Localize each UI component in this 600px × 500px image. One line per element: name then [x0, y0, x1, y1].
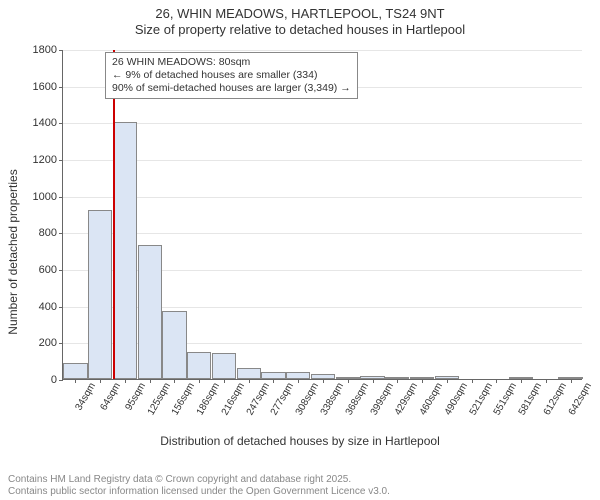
title-line-1: 26, WHIN MEADOWS, HARTLEPOOL, TS24 9NT [0, 6, 600, 22]
y-tick-label: 1800 [17, 44, 63, 56]
x-tick-mark [174, 379, 175, 383]
footer-attribution: Contains HM Land Registry data © Crown c… [8, 474, 390, 498]
histogram-bar [88, 210, 112, 379]
histogram-bar [286, 372, 310, 379]
x-tick-mark [273, 379, 274, 383]
grid-line [63, 123, 582, 124]
y-tick-label: 1600 [17, 81, 63, 93]
grid-line [63, 160, 582, 161]
footer-line-2: Contains public sector information licen… [8, 486, 390, 498]
histogram-bar [237, 368, 261, 379]
histogram-bar [63, 363, 87, 380]
x-tick-mark [249, 379, 250, 383]
x-tick-mark [422, 379, 423, 383]
x-tick-mark [546, 379, 547, 383]
annotation-line: 90% of semi-detached houses are larger (… [112, 82, 351, 95]
x-tick-mark [472, 379, 473, 383]
x-tick-mark [323, 379, 324, 383]
y-tick-label: 400 [17, 301, 63, 313]
y-tick-label: 600 [17, 264, 63, 276]
grid-line [63, 233, 582, 234]
x-tick-mark [75, 379, 76, 383]
x-tick-mark [150, 379, 151, 383]
x-tick-mark [496, 379, 497, 383]
x-tick-mark [100, 379, 101, 383]
x-tick-mark [373, 379, 374, 383]
grid-line [63, 197, 582, 198]
chart-title-block: 26, WHIN MEADOWS, HARTLEPOOL, TS24 9NT S… [0, 0, 600, 39]
histogram-bar [212, 353, 236, 379]
histogram-bar [187, 352, 211, 380]
y-tick-label: 800 [17, 227, 63, 239]
x-tick-mark [447, 379, 448, 383]
y-tick-label: 1000 [17, 191, 63, 203]
x-tick-mark [397, 379, 398, 383]
footer-line-1: Contains HM Land Registry data © Crown c… [8, 474, 390, 486]
y-tick-label: 0 [17, 374, 63, 386]
annotation-line: 26 WHIN MEADOWS: 80sqm [112, 56, 351, 69]
x-tick-mark [348, 379, 349, 383]
x-tick-mark [224, 379, 225, 383]
grid-line [63, 50, 582, 51]
chart-container: Number of detached properties 0200400600… [0, 42, 600, 462]
x-tick-mark [298, 379, 299, 383]
x-tick-mark [571, 379, 572, 383]
x-axis-label: Distribution of detached houses by size … [0, 434, 600, 448]
y-tick-label: 1200 [17, 154, 63, 166]
y-tick-label: 1400 [17, 117, 63, 129]
histogram-bar [261, 372, 285, 379]
histogram-bar [113, 122, 137, 379]
annotation-line: ← 9% of detached houses are smaller (334… [112, 69, 351, 82]
histogram-bar [162, 311, 186, 379]
annotation-box: 26 WHIN MEADOWS: 80sqm← 9% of detached h… [105, 52, 358, 99]
x-tick-mark [521, 379, 522, 383]
x-tick-mark [125, 379, 126, 383]
plot-area: 02004006008001000120014001600180034sqm64… [62, 50, 582, 380]
title-line-2: Size of property relative to detached ho… [0, 22, 600, 38]
y-tick-label: 200 [17, 337, 63, 349]
histogram-bar [138, 245, 162, 379]
x-tick-mark [199, 379, 200, 383]
